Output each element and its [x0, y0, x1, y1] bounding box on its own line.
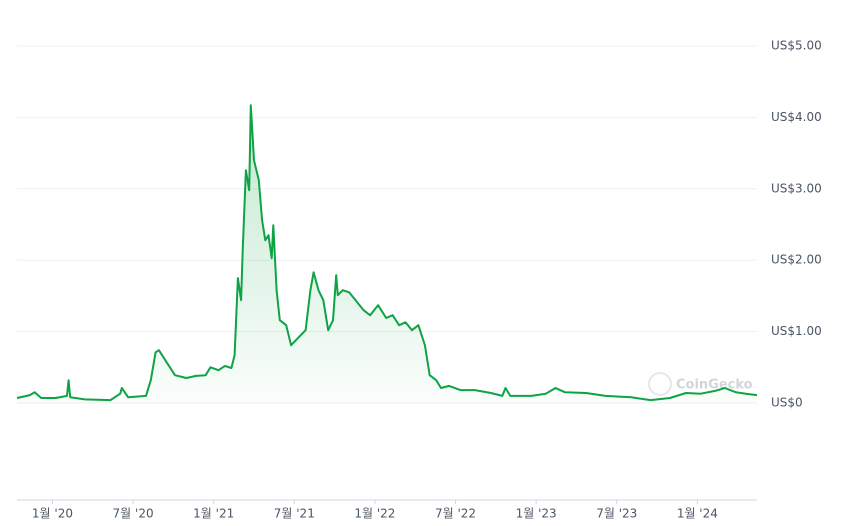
y-tick-label: US$3.00 [771, 181, 822, 195]
y-tick-label: US$2.00 [771, 253, 822, 267]
y-tick-label: US$5.00 [771, 39, 822, 53]
x-tick-label: 1월 '23 [516, 507, 557, 521]
x-tick-label: 7월 '22 [435, 507, 476, 521]
x-tick-label: 7월 '20 [113, 507, 154, 521]
x-tick-label: 1월 '24 [677, 507, 718, 521]
x-tick-label: 1월 '22 [354, 507, 395, 521]
y-tick-label: US$4.00 [771, 110, 822, 124]
watermark-logo [648, 372, 672, 396]
area-fill [17, 105, 757, 404]
price-line [16, 104, 758, 402]
x-tick-label: 7월 '23 [596, 507, 637, 521]
watermark: CoinGecko [676, 378, 753, 393]
x-tick-label: 7월 '21 [274, 507, 315, 521]
y-tick-label: US$1.00 [771, 324, 822, 338]
y-tick-label: US$0 [771, 396, 803, 410]
x-tick-label: 1월 '21 [193, 507, 234, 521]
x-tick-label: 1월 '20 [32, 507, 73, 521]
